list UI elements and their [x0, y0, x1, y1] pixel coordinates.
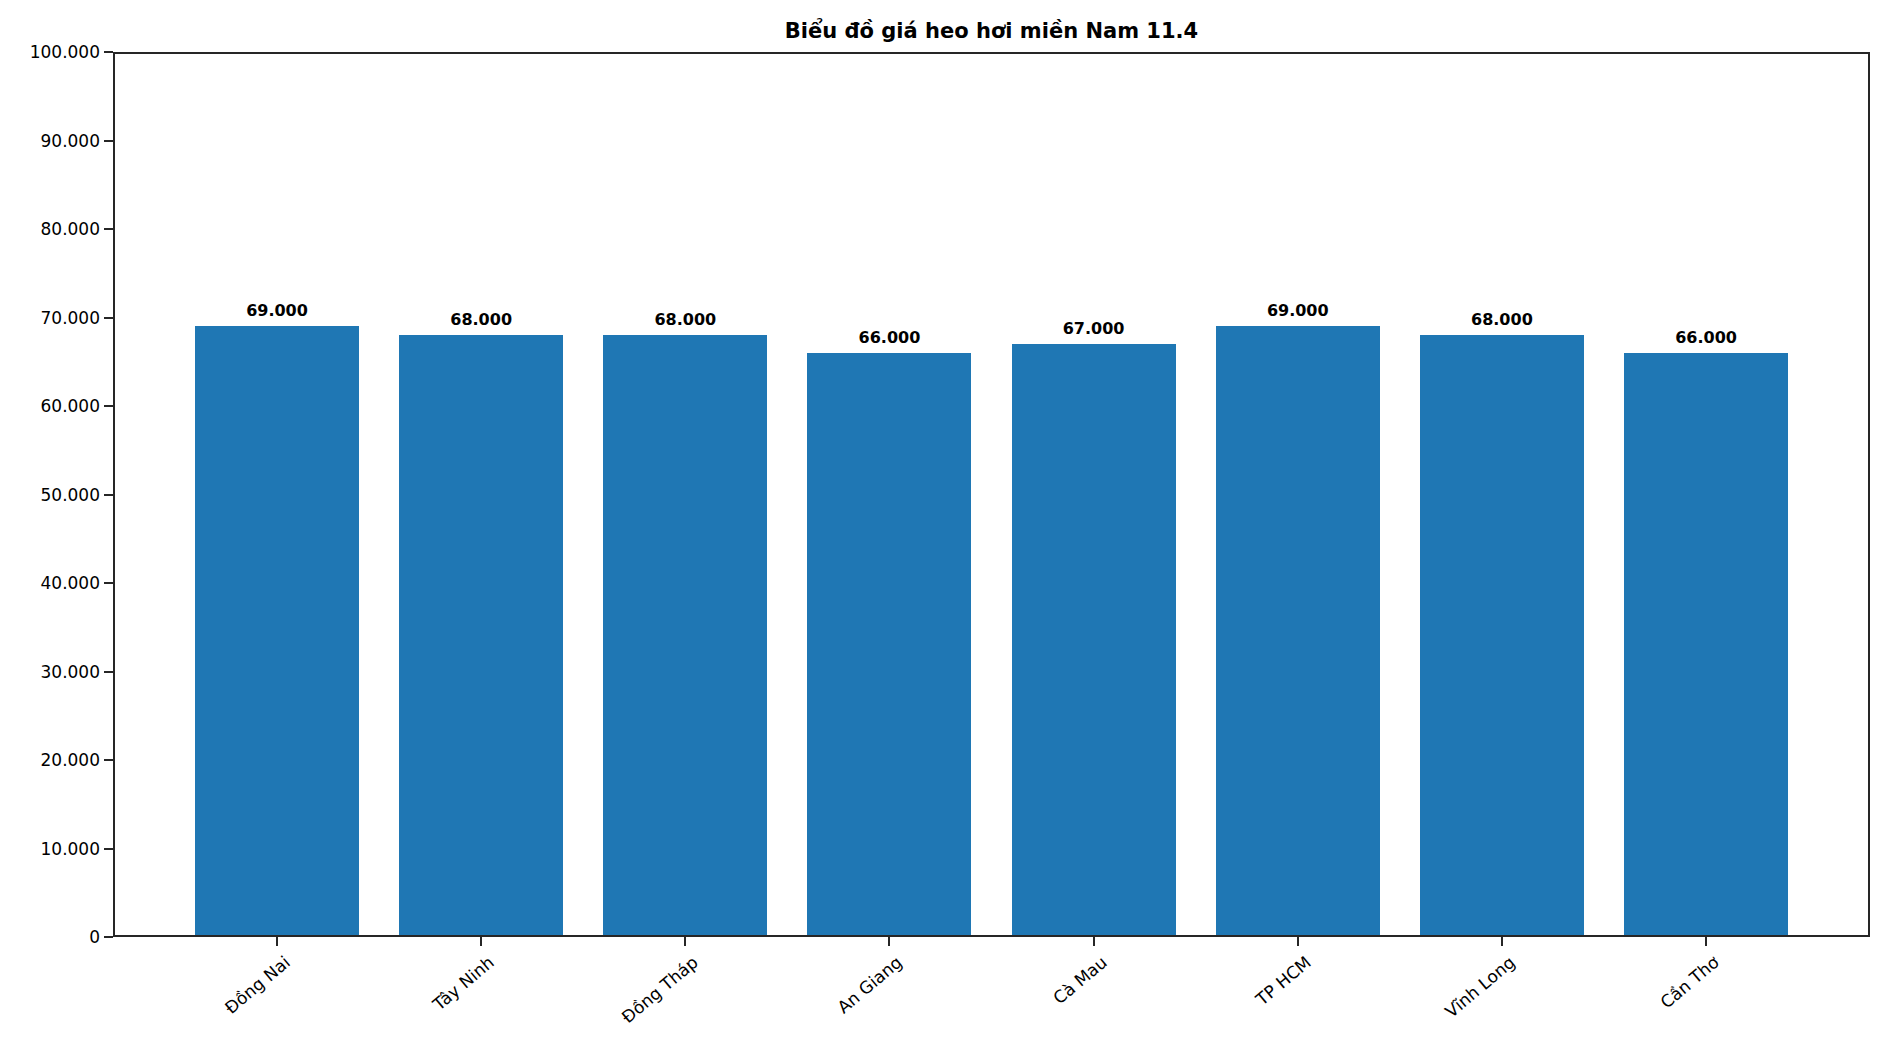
x-axis-tick: [1501, 937, 1503, 946]
bar: [1012, 344, 1176, 935]
x-axis-tick: [276, 937, 278, 946]
x-axis-tick-label: Cần Thơ: [1542, 952, 1724, 1050]
bar: [399, 335, 563, 935]
y-axis-tick-label: 50.000: [4, 485, 100, 506]
bar-value-label: 66.000: [1636, 328, 1776, 347]
bar: [195, 326, 359, 935]
x-axis-tick: [480, 937, 482, 946]
bar: [1216, 326, 1380, 935]
plot-area: [113, 52, 1870, 937]
y-axis-tick: [104, 671, 113, 673]
bar: [1624, 353, 1788, 935]
y-axis-tick: [104, 848, 113, 850]
x-axis-tick: [1705, 937, 1707, 946]
bar-value-label: 69.000: [207, 301, 347, 320]
y-axis-tick-label: 40.000: [4, 573, 100, 594]
x-axis-tick-label: Cà Mau: [929, 952, 1111, 1050]
y-axis-tick-label: 20.000: [4, 750, 100, 771]
x-axis-tick: [888, 937, 890, 946]
bar-value-label: 68.000: [411, 310, 551, 329]
y-axis-tick-label: 0: [4, 927, 100, 948]
y-axis-tick: [104, 936, 113, 938]
y-axis-tick: [104, 494, 113, 496]
x-axis-tick-label: TP HCM: [1133, 952, 1315, 1050]
y-axis-tick-label: 80.000: [4, 219, 100, 240]
y-axis-tick-label: 10.000: [4, 839, 100, 860]
chart-title: Biểu đồ giá heo hơi miền Nam 11.4: [113, 18, 1870, 45]
x-axis-tick-label: Vĩnh Long: [1337, 952, 1519, 1050]
figure: Biểu đồ giá heo hơi miền Nam 11.4 0 10.00…: [0, 0, 1890, 1050]
y-axis-tick-label: 30.000: [4, 662, 100, 683]
bar-value-label: 69.000: [1228, 301, 1368, 320]
y-axis-tick-label: 70.000: [4, 308, 100, 329]
bar: [603, 335, 767, 935]
y-axis-tick: [104, 582, 113, 584]
y-axis-tick-label: 90.000: [4, 131, 100, 152]
x-axis-tick-label: Đồng Tháp: [521, 952, 703, 1050]
x-axis-tick-label: Tây Ninh: [317, 952, 499, 1050]
y-axis-tick-label: 60.000: [4, 396, 100, 417]
y-axis-tick: [104, 405, 113, 407]
y-axis-tick: [104, 228, 113, 230]
y-axis-tick: [104, 317, 113, 319]
bar: [807, 353, 971, 935]
bar-value-label: 68.000: [615, 310, 755, 329]
bar: [1420, 335, 1584, 935]
x-axis-tick: [1297, 937, 1299, 946]
y-axis-tick: [104, 759, 113, 761]
x-axis-tick: [1093, 937, 1095, 946]
y-axis-tick: [104, 51, 113, 53]
bar-value-label: 66.000: [819, 328, 959, 347]
y-axis-tick: [104, 140, 113, 142]
bar-value-label: 67.000: [1024, 319, 1164, 338]
bar-value-label: 68.000: [1432, 310, 1572, 329]
x-axis-tick-label: An Giang: [725, 952, 907, 1050]
x-axis-tick-label: Đồng Nai: [112, 952, 294, 1050]
x-axis-tick: [684, 937, 686, 946]
y-axis-tick-label: 100.000: [4, 42, 100, 63]
